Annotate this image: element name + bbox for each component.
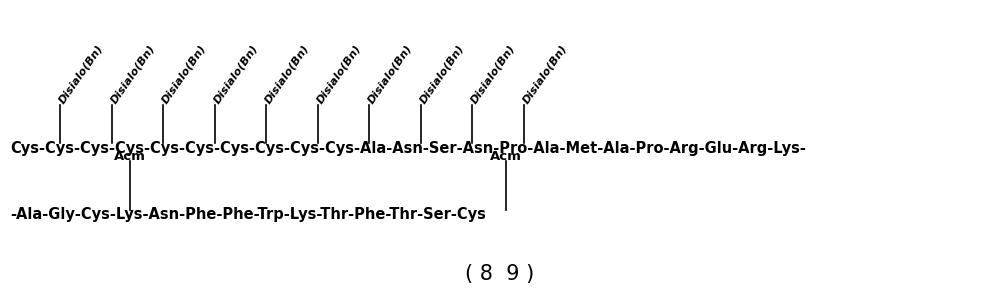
Text: Disialo(Bn): Disialo(Bn)	[521, 43, 569, 105]
Text: Disialo(Bn): Disialo(Bn)	[263, 43, 311, 105]
Text: ( 8  9 ): ( 8 9 )	[465, 264, 535, 284]
Text: Disialo(Bn): Disialo(Bn)	[109, 43, 157, 105]
Text: Acm: Acm	[490, 150, 522, 163]
Text: Disialo(Bn): Disialo(Bn)	[212, 43, 260, 105]
Text: -Ala-Gly-Cys-Lys-Asn-Phe-Phe-Trp-Lys-Thr-Phe-Thr-Ser-Cys: -Ala-Gly-Cys-Lys-Asn-Phe-Phe-Trp-Lys-Thr…	[10, 207, 486, 223]
Text: Disialo(Bn): Disialo(Bn)	[57, 43, 105, 105]
Text: Disialo(Bn): Disialo(Bn)	[315, 43, 363, 105]
Text: Disialo(Bn): Disialo(Bn)	[160, 43, 208, 105]
Text: Disialo(Bn): Disialo(Bn)	[418, 43, 466, 105]
Text: Cys-Cys-Cys-Cys-Cys-Cys-Cys-Cys-Cys-Cys-Ala-Asn-Ser-Asn-Pro-Ala-Met-Ala-Pro-Arg-: Cys-Cys-Cys-Cys-Cys-Cys-Cys-Cys-Cys-Cys-…	[10, 140, 806, 156]
Text: Disialo(Bn): Disialo(Bn)	[366, 43, 414, 105]
Text: Acm: Acm	[114, 150, 146, 163]
Text: Disialo(Bn): Disialo(Bn)	[469, 43, 517, 105]
